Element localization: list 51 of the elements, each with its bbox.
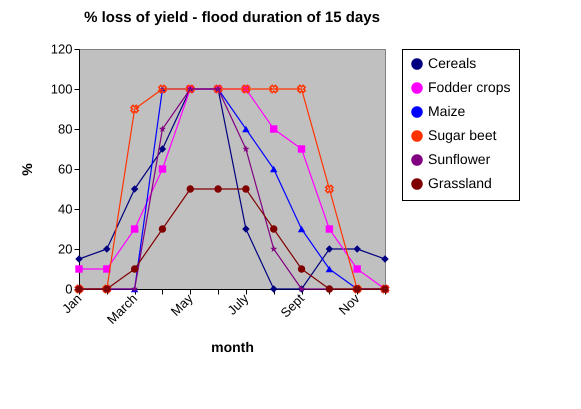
point xyxy=(130,265,138,273)
x-tick-label: July xyxy=(224,290,252,318)
x-axis-title: month xyxy=(211,338,254,355)
point xyxy=(186,185,194,193)
point xyxy=(270,245,278,252)
legend-label: Fodder crops xyxy=(428,79,510,95)
legend-label: Maize xyxy=(428,103,466,119)
point xyxy=(242,185,250,193)
point xyxy=(298,145,306,153)
point xyxy=(353,265,361,273)
point xyxy=(326,245,334,253)
y-tick-label: 60 xyxy=(58,162,72,176)
legend-label: Sugar beet xyxy=(428,127,497,143)
y-axis-title: % xyxy=(18,162,35,176)
point xyxy=(158,125,166,132)
point xyxy=(270,225,278,233)
legend-label: Cereals xyxy=(428,55,476,71)
y-tick-label: 20 xyxy=(58,242,72,256)
point xyxy=(269,84,278,94)
point xyxy=(381,255,389,263)
point xyxy=(270,166,278,172)
point xyxy=(326,225,334,233)
point xyxy=(242,225,250,233)
point xyxy=(242,145,250,152)
point xyxy=(270,125,278,133)
point xyxy=(214,185,222,193)
point xyxy=(158,225,166,233)
point xyxy=(298,226,306,232)
y-tick-label: 80 xyxy=(58,122,72,136)
point xyxy=(298,265,306,273)
point xyxy=(158,165,166,173)
point xyxy=(158,145,166,153)
y-tick-label: 40 xyxy=(58,202,72,216)
point xyxy=(353,245,361,253)
chart-title: % loss of yield - flood duration of 15 days xyxy=(84,9,380,26)
x-tick-label: May xyxy=(168,290,196,319)
point xyxy=(326,266,334,272)
legend-label: Sunflower xyxy=(428,151,491,167)
point xyxy=(130,225,138,233)
point xyxy=(103,245,111,253)
point xyxy=(130,185,138,193)
y-tick-label: 100 xyxy=(50,82,72,96)
point xyxy=(130,104,140,114)
point xyxy=(242,126,250,132)
point xyxy=(75,255,83,263)
y-tick-label: 0 xyxy=(65,282,72,296)
legend-label: Grassland xyxy=(428,175,492,191)
y-tick-label: 120 xyxy=(50,42,72,56)
x-tick-label: Nov xyxy=(336,290,363,318)
point xyxy=(324,184,334,194)
point xyxy=(297,84,306,94)
